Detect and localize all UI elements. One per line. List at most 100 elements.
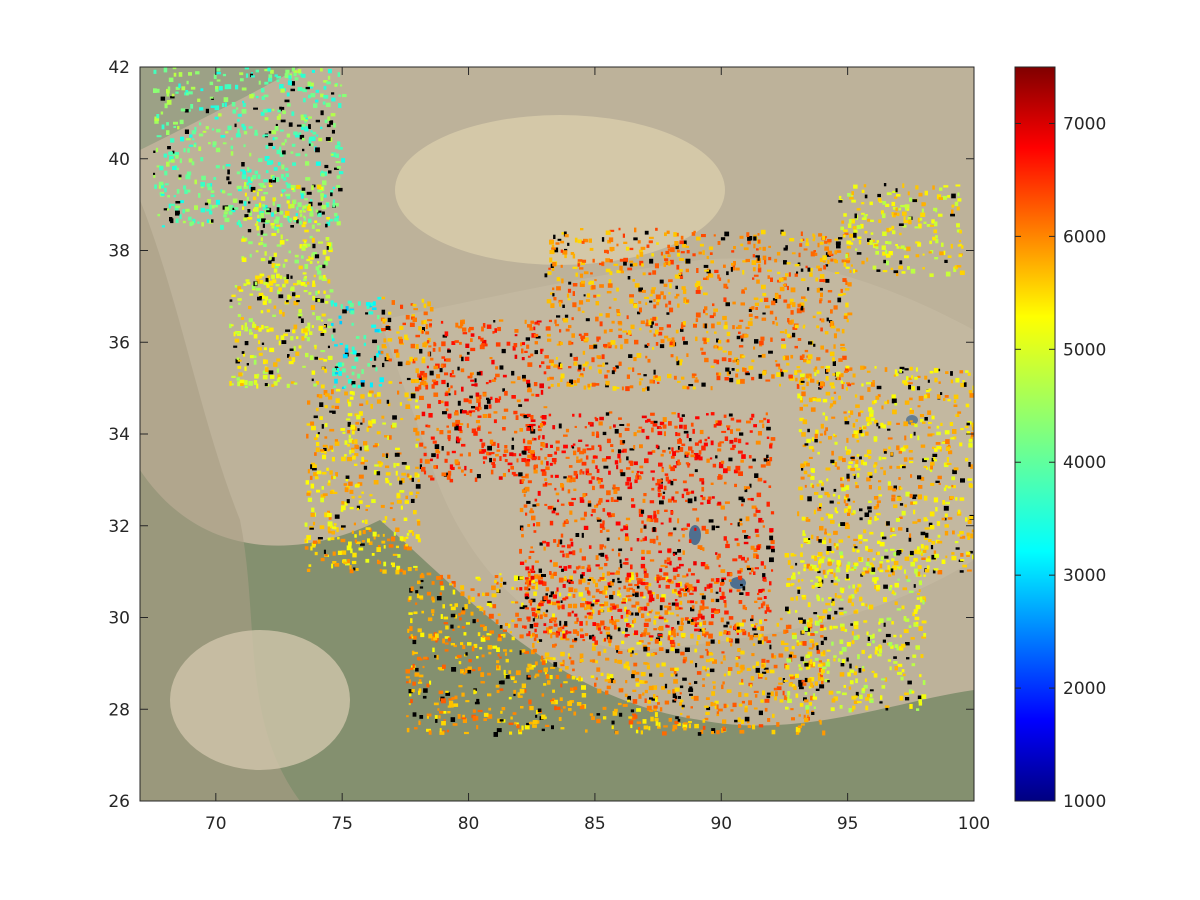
no-data-pixel — [341, 525, 346, 528]
elevation-pixel — [778, 677, 782, 681]
no-data-pixel — [325, 137, 331, 141]
elevation-pixel — [819, 674, 823, 679]
elevation-pixel — [753, 424, 757, 428]
elevation-pixel — [603, 344, 607, 347]
elevation-pixel — [293, 70, 298, 74]
elevation-pixel — [285, 173, 289, 177]
elevation-pixel — [767, 275, 770, 279]
elevation-pixel — [168, 203, 171, 209]
elevation-pixel — [611, 605, 617, 610]
elevation-pixel — [423, 319, 427, 325]
elevation-pixel — [741, 678, 744, 683]
elevation-pixel — [428, 633, 433, 639]
elevation-pixel — [289, 218, 293, 222]
elevation-pixel — [762, 525, 765, 528]
elevation-pixel — [220, 135, 226, 138]
elevation-pixel — [355, 421, 360, 425]
elevation-pixel — [410, 303, 414, 306]
elevation-pixel — [654, 717, 659, 722]
no-data-pixel — [442, 411, 447, 415]
elevation-pixel — [723, 536, 727, 541]
elevation-pixel — [757, 233, 760, 236]
elevation-pixel — [754, 694, 758, 698]
no-data-pixel — [532, 504, 537, 507]
elevation-pixel — [415, 443, 418, 448]
no-data-pixel — [412, 712, 417, 717]
elevation-pixel — [176, 189, 180, 194]
elevation-pixel — [746, 486, 751, 490]
elevation-pixel — [479, 370, 483, 376]
elevation-pixel — [594, 416, 597, 420]
elevation-pixel — [560, 373, 565, 379]
elevation-pixel — [211, 205, 215, 209]
elevation-pixel — [757, 597, 763, 600]
elevation-pixel — [762, 255, 767, 261]
elevation-pixel — [659, 568, 663, 573]
elevation-pixel — [605, 595, 609, 598]
elevation-pixel — [223, 97, 229, 102]
elevation-pixel — [792, 654, 797, 659]
elevation-pixel — [288, 361, 294, 365]
elevation-pixel — [552, 601, 557, 606]
elevation-pixel — [637, 373, 641, 376]
elevation-pixel — [643, 573, 649, 578]
elevation-pixel — [447, 711, 451, 714]
no-data-pixel — [620, 472, 626, 477]
elevation-pixel — [423, 470, 427, 475]
elevation-pixel — [696, 641, 699, 646]
elevation-pixel — [166, 100, 172, 105]
elevation-pixel — [597, 500, 602, 505]
elevation-pixel — [807, 354, 813, 360]
elevation-pixel — [254, 170, 258, 175]
elevation-pixel — [532, 523, 535, 527]
elevation-pixel — [701, 486, 705, 492]
elevation-pixel — [208, 142, 211, 145]
elevation-pixel — [413, 611, 418, 615]
no-data-pixel — [819, 684, 825, 689]
elevation-pixel — [530, 452, 535, 457]
elevation-pixel — [573, 357, 578, 361]
elevation-pixel — [291, 357, 296, 362]
no-data-pixel — [406, 377, 411, 381]
elevation-pixel — [238, 289, 244, 292]
elevation-pixel — [771, 655, 777, 659]
elevation-pixel — [711, 608, 716, 613]
no-data-pixel — [532, 618, 535, 622]
no-data-pixel — [745, 372, 750, 376]
elevation-pixel — [308, 331, 313, 335]
elevation-pixel — [365, 400, 369, 405]
elevation-pixel — [599, 446, 602, 452]
elevation-pixel — [580, 517, 586, 521]
elevation-pixel — [534, 634, 538, 638]
elevation-pixel — [236, 357, 240, 360]
elevation-pixel — [570, 660, 575, 665]
elevation-pixel — [408, 475, 412, 479]
elevation-pixel — [446, 451, 450, 456]
no-data-pixel — [323, 549, 326, 554]
elevation-pixel — [621, 450, 625, 453]
data-region-11 — [670, 617, 826, 736]
elevation-pixel — [584, 615, 588, 619]
elevation-pixel — [324, 393, 330, 397]
elevation-pixel — [590, 675, 595, 678]
elevation-pixel — [650, 592, 655, 595]
elevation-pixel — [315, 381, 319, 385]
elevation-pixel — [405, 676, 410, 679]
elevation-pixel — [817, 672, 821, 676]
elevation-pixel — [358, 495, 362, 498]
elevation-pixel — [354, 357, 359, 362]
elevation-pixel — [526, 427, 531, 431]
elevation-pixel — [247, 167, 250, 172]
elevation-pixel — [562, 659, 565, 664]
elevation-pixel — [470, 347, 476, 352]
elevation-pixel — [663, 254, 666, 259]
elevation-pixel — [530, 415, 534, 420]
elevation-pixel — [273, 226, 279, 231]
elevation-pixel — [752, 277, 755, 280]
elevation-pixel — [758, 724, 764, 728]
elevation-pixel — [625, 481, 630, 486]
elevation-pixel — [578, 676, 581, 681]
elevation-pixel — [254, 374, 259, 379]
no-data-pixel — [268, 370, 274, 375]
elevation-pixel — [737, 570, 742, 574]
